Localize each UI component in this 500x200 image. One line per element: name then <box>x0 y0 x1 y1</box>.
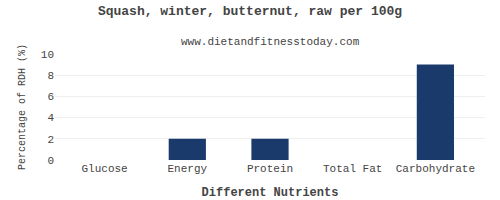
svg-text:www.dietandfitnesstoday.com: www.dietandfitnesstoday.com <box>181 36 360 48</box>
svg-text:Glucose: Glucose <box>82 163 128 175</box>
svg-text:4: 4 <box>47 112 54 124</box>
svg-text:6: 6 <box>47 91 54 103</box>
svg-text:Energy: Energy <box>168 163 208 175</box>
svg-text:Different Nutrients: Different Nutrients <box>202 186 339 200</box>
svg-text:Squash, winter, butternut, raw: Squash, winter, butternut, raw per 100g <box>98 4 402 19</box>
svg-text:8: 8 <box>47 70 54 82</box>
svg-text:Protein: Protein <box>247 163 293 175</box>
svg-text:Percentage of RDH (%): Percentage of RDH (%) <box>17 44 28 170</box>
svg-text:10: 10 <box>41 49 54 61</box>
svg-text:Carbohydrate: Carbohydrate <box>396 163 475 175</box>
svg-text:0: 0 <box>47 155 54 167</box>
svg-text:2: 2 <box>47 134 54 146</box>
svg-text:Total Fat: Total Fat <box>323 163 382 175</box>
